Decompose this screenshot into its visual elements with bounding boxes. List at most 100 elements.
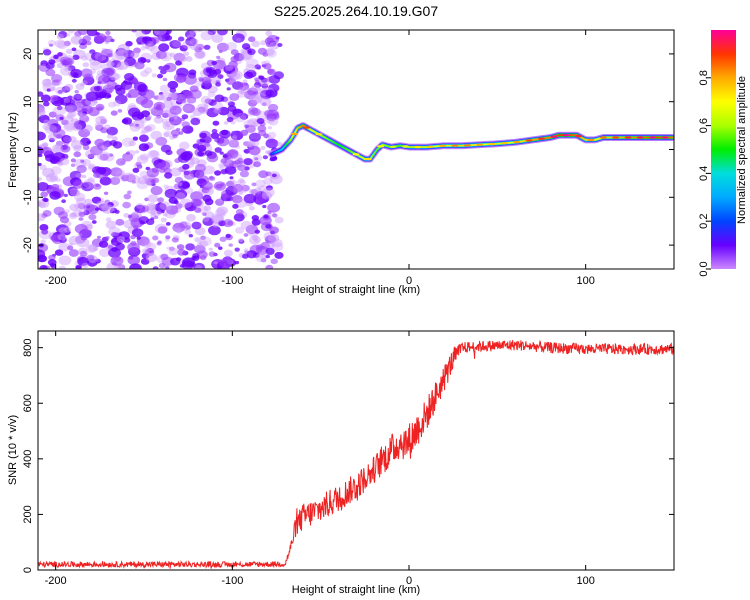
ridge-peak [488,142,496,146]
noise-blob [128,107,141,118]
noise-blob [232,108,244,117]
noise-blob [197,150,205,157]
ridge-peak [599,136,607,139]
noise-blob [235,37,242,42]
noise-blob [186,214,196,222]
noise-blob [197,144,207,152]
noise-blob [215,183,223,189]
noise-blob [177,182,183,187]
noise-blob [232,203,239,209]
noise-blob [109,177,121,185]
noise-blob [102,84,115,94]
noise-blob [89,61,102,71]
noise-blob [251,182,257,187]
noise-blob [254,229,260,234]
noise-blob [94,207,100,211]
noise-blob [252,235,259,241]
x-tick-label: 0 [406,275,412,287]
noise-blob [77,30,88,36]
noise-blob [267,68,276,76]
noise-blob [243,158,253,166]
ridge-peak [426,145,434,148]
noise-blob [87,165,95,171]
y-tick-label: 600 [22,394,34,412]
noise-blob [265,185,273,191]
noise-blob [42,49,52,56]
ridge-peak [525,139,533,142]
noise-blob [106,60,115,68]
noise-blob [103,191,109,195]
noise-blob [258,129,267,137]
noise-blob [242,50,248,55]
noise-blob [271,140,278,146]
noise-blob [168,117,175,122]
noise-blob [208,225,221,236]
noise-blob [195,50,205,58]
noise-blob [97,151,110,161]
noise-blob [176,74,187,83]
noise-blob [157,210,162,215]
noise-blob [250,108,261,116]
noise-blob [184,225,191,230]
noise-blob [141,89,155,100]
noise-blob [269,41,280,50]
noise-blob [151,182,156,187]
noise-blob [38,201,42,206]
noise-blob [82,62,90,68]
ridge-peak [513,140,521,144]
noise-blob [178,55,188,63]
noise-blob [248,36,256,43]
noise-blob [181,128,187,133]
noise-blob [49,43,53,47]
noise-blob [193,262,205,269]
noise-blob [149,150,159,158]
noise-blob [181,114,189,120]
noise-blob [163,130,173,138]
noise-blob [248,206,255,211]
noise-blob [109,153,114,157]
noise-blob [41,146,53,155]
noise-blob [38,177,42,181]
colorbar-tick-label: 0.8 [698,70,710,85]
noise-blob [80,235,88,241]
noise-blob [259,215,272,226]
noise-blob [51,96,58,102]
noise-blob [274,216,284,224]
noise-blob [70,68,83,79]
noise-blob [57,233,67,241]
noise-blob [217,30,228,36]
noise-blob [223,121,229,125]
noise-blob [83,178,96,189]
noise-blob [57,162,63,167]
x-tick-label: -200 [45,275,67,287]
noise-blob [81,80,88,86]
noise-blob [211,128,218,134]
noise-blob [123,213,130,218]
noise-blob [130,51,140,59]
noise-blob [41,142,49,148]
noise-blob [58,255,72,266]
noise-blob [95,183,100,188]
noise-blob [147,194,159,203]
noise-blob [234,260,240,265]
noise-blob [150,185,163,196]
noise-blob [94,121,104,129]
noise-blob [74,202,85,211]
colorbar-gradient [711,30,736,269]
y-tick-label: 800 [22,338,34,356]
noise-blob [194,207,202,213]
noise-blob [239,90,245,95]
noise-blob [194,46,202,53]
noise-blob [200,235,207,240]
noise-blob [145,59,151,63]
noise-blob [117,109,123,113]
noise-blob [72,180,84,189]
noise-blob [172,117,183,125]
noise-blob [194,237,201,243]
noise-blob [226,87,231,91]
noise-blob [244,250,249,254]
ridge-peak [414,145,422,149]
colorbar-tick-label: 0.2 [698,214,710,229]
noise-blob [229,93,240,101]
noise-blob [249,94,262,104]
